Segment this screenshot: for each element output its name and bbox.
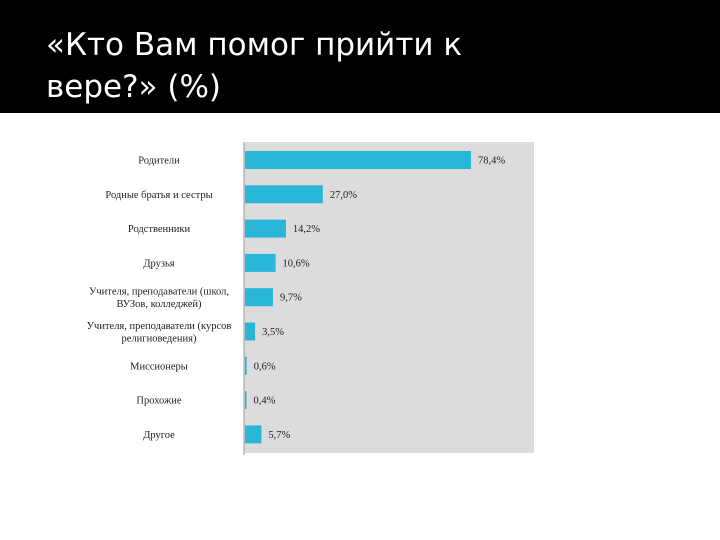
- value-label-2: 14,2%: [293, 224, 320, 235]
- value-label-4: 9,7%: [280, 293, 302, 304]
- category-label-1: Родные братья и сестры: [105, 190, 212, 201]
- title-band: [0, 0, 720, 113]
- value-label-6: 0,6%: [254, 361, 276, 372]
- slide-title-line-2: вере?» (%): [46, 69, 222, 105]
- value-label-3: 10,6%: [283, 258, 310, 269]
- slide-title-line-1: «Кто Вам помог прийти к: [46, 27, 463, 63]
- category-label-8: Другое: [143, 430, 175, 441]
- category-label-7: Прохожие: [136, 396, 182, 407]
- category-label-6: Миссионеры: [130, 361, 188, 372]
- value-label-5: 3,5%: [262, 327, 284, 338]
- bar-0: [245, 151, 471, 169]
- value-label-7: 0,4%: [254, 396, 276, 407]
- bar-1: [245, 185, 323, 204]
- bar-3: [245, 253, 276, 272]
- category-label-0: Родители: [138, 156, 180, 167]
- bar-2: [245, 219, 286, 238]
- category-label-4: Учителя, преподаватели (школ, ВУЗов, колл…: [89, 286, 229, 310]
- value-label-0: 78,4%: [478, 156, 505, 167]
- bar-7: [245, 391, 247, 410]
- value-label-8: 5,7%: [268, 430, 290, 441]
- bar-8: [245, 425, 262, 444]
- bar-6: [245, 356, 247, 375]
- category-label-5: Учителя, преподаватели (курсов религиовед…: [87, 321, 232, 345]
- category-label-3: Друзья: [143, 258, 174, 269]
- bar-4: [245, 288, 273, 307]
- slide-title: «Кто Вам помог прийти к вере?» (%): [46, 24, 686, 108]
- category-label-2: Родственники: [128, 224, 191, 235]
- bar-5: [245, 322, 256, 341]
- value-label-1: 27,0%: [330, 190, 357, 201]
